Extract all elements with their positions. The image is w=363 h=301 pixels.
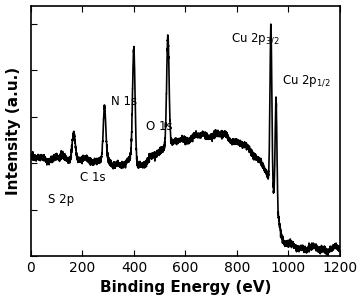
Text: C 1s: C 1s xyxy=(80,171,106,184)
Y-axis label: Intensity (a.u.): Intensity (a.u.) xyxy=(5,67,21,195)
Text: O 1s: O 1s xyxy=(146,120,173,133)
X-axis label: Binding Energy (eV): Binding Energy (eV) xyxy=(100,281,271,296)
Text: N 1s: N 1s xyxy=(111,95,137,107)
Text: Cu 2p$_{3/2}$: Cu 2p$_{3/2}$ xyxy=(231,32,279,47)
Text: S 2p: S 2p xyxy=(48,193,74,206)
Text: Cu 2p$_{1/2}$: Cu 2p$_{1/2}$ xyxy=(282,73,331,89)
